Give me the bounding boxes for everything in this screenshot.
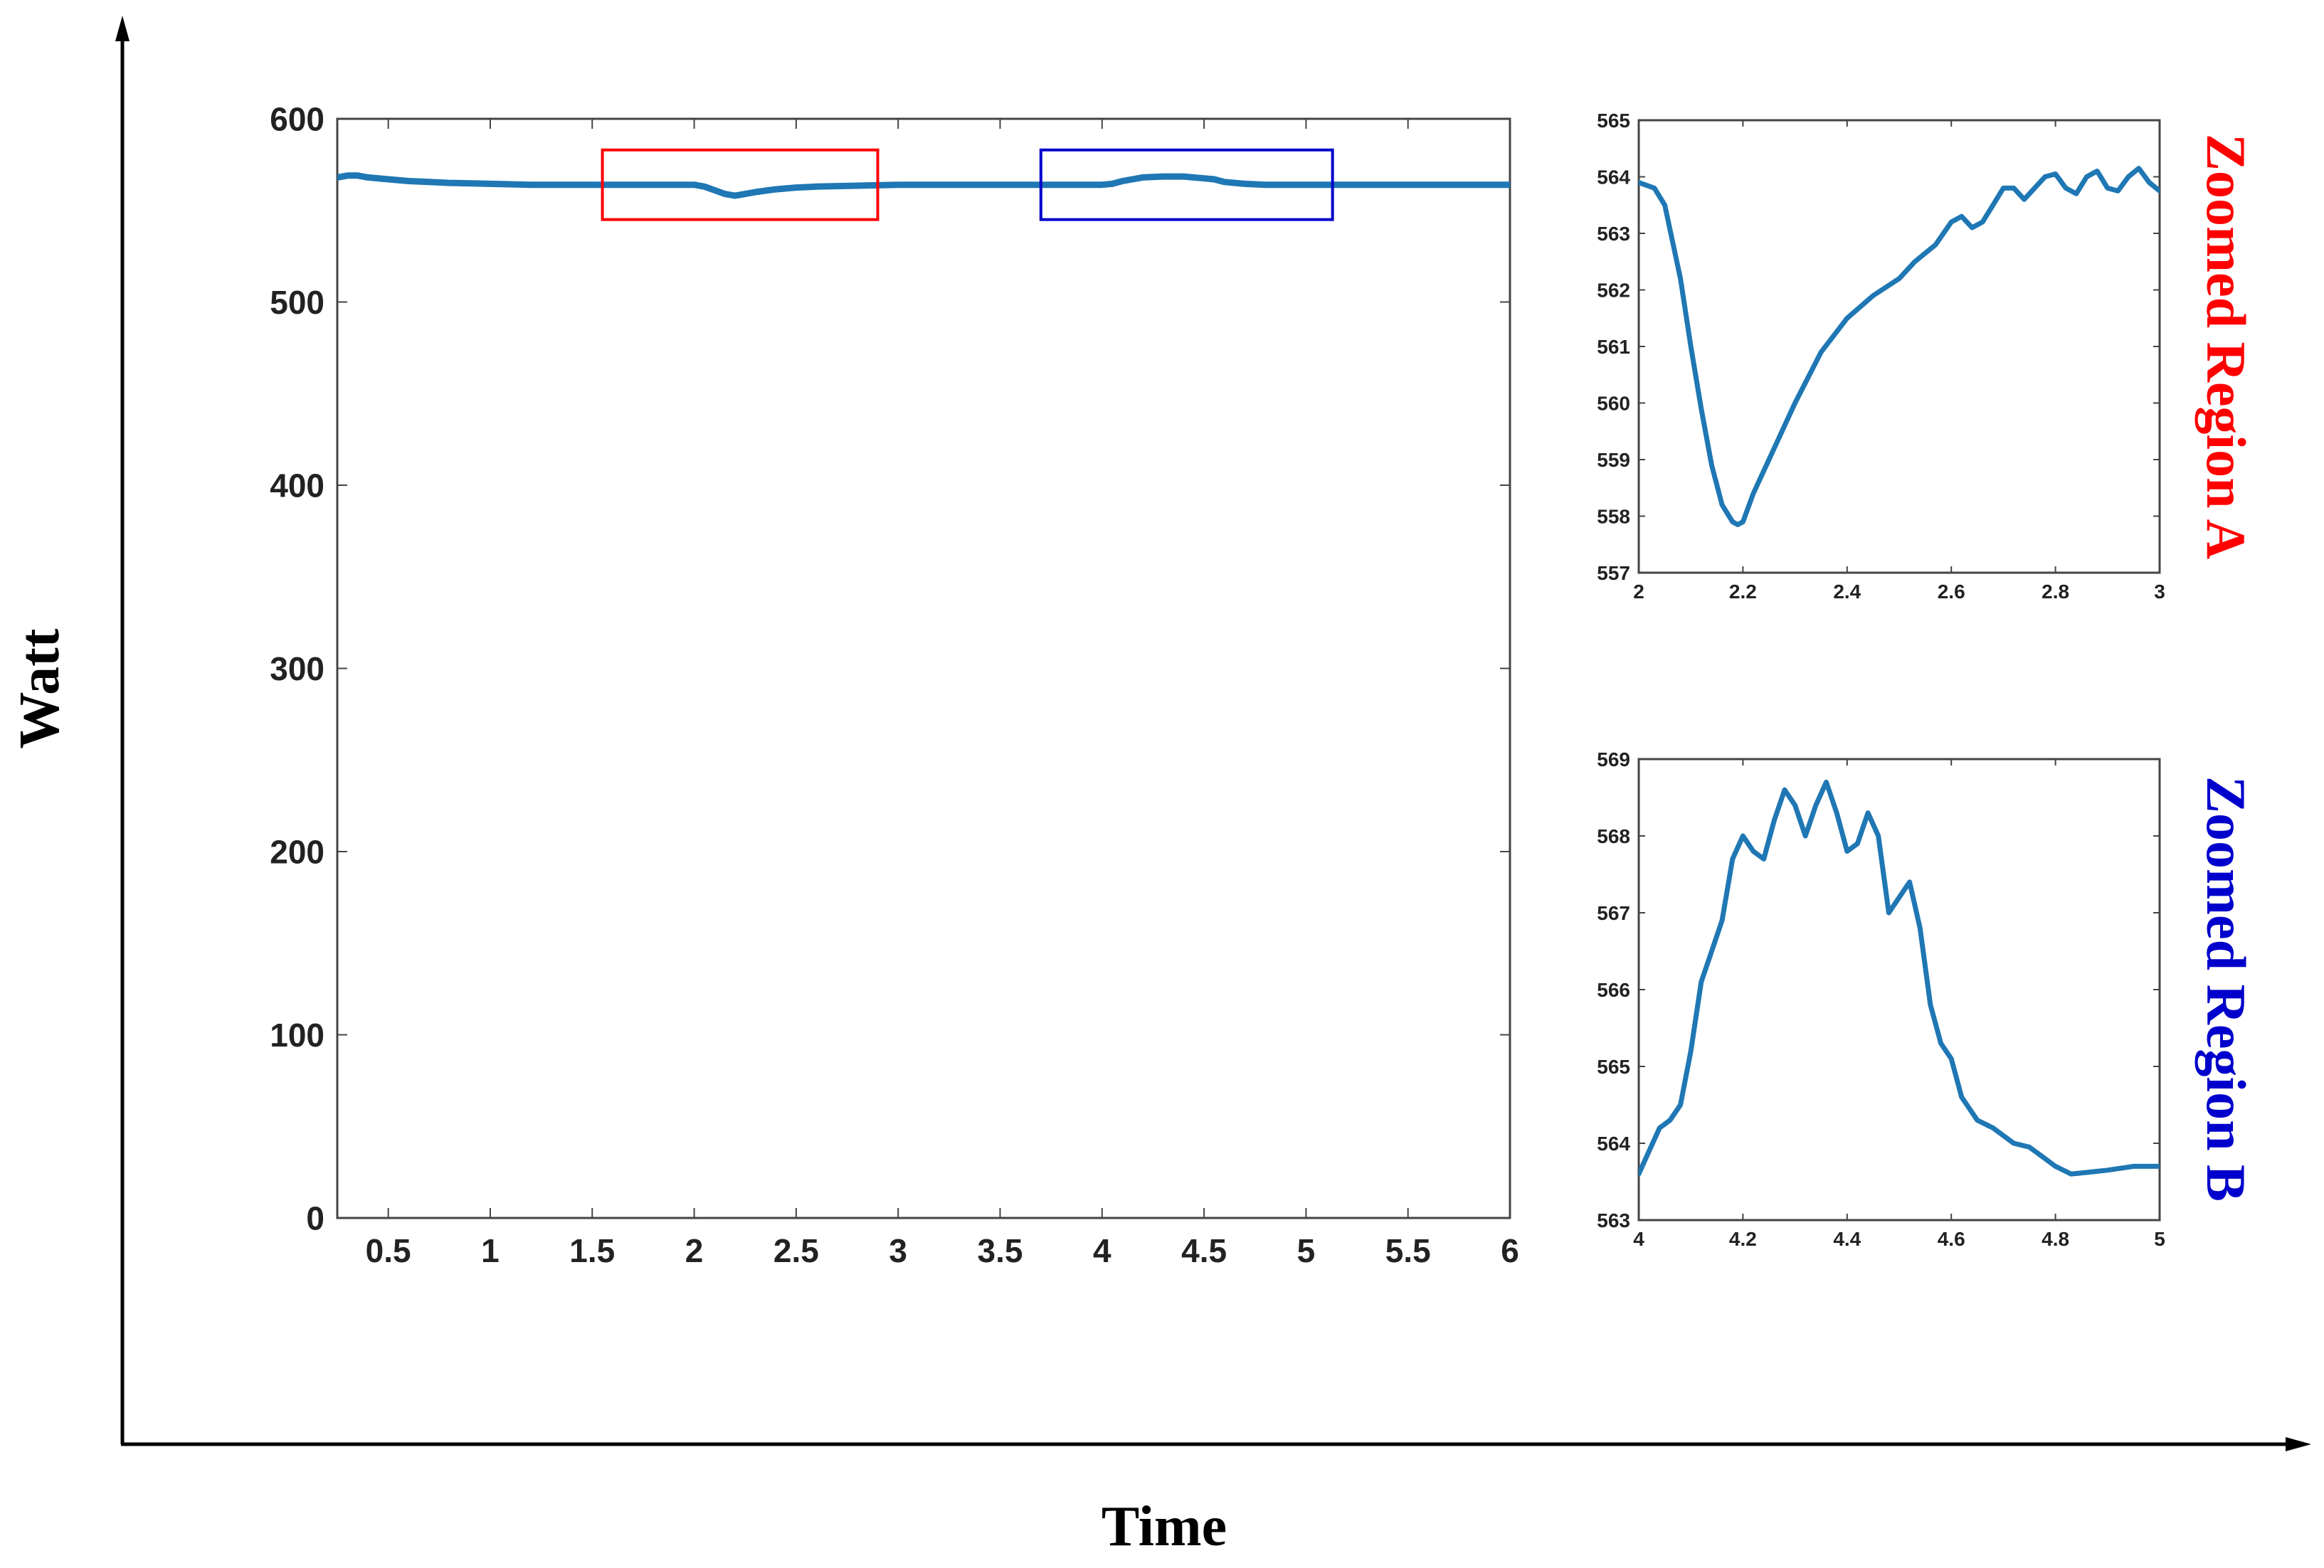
main-y-tick-label: 500 [270,284,324,321]
zoom-box-a [601,148,880,221]
zoom-a-y-ticks: 557 558 559 560 561 562 563 564 565 [1597,110,2160,584]
zoom-b-x-tick-label: 4.8 [2042,1228,2069,1250]
main-x-tick-label: 3.5 [978,1232,1023,1269]
main-x-tick-label: 4 [1093,1232,1111,1269]
main-plot: 0.5 1 1.5 2 2.5 3 3.5 4 4.5 5 5.5 6 0 100 200 300 400 50… [270,101,1519,1269]
main-x-tick-label: 3 [889,1232,907,1269]
main-y-tick-label: 100 [270,1017,324,1054]
zoom-b-x-tick-label: 4 [1633,1228,1644,1250]
zoom-b-title: Zoomed Region B [2195,776,2257,1202]
zoom-a-y-tick-label: 559 [1597,449,1630,471]
zoom-a-x-ticks: 2 2.2 2.4 2.6 2.8 3 [1633,120,2165,603]
zoom-b-frame [1637,758,2161,1222]
main-x-tick-label: 5 [1297,1232,1316,1269]
main-x-ticks: 0.5 1 1.5 2 2.5 3 3.5 4 4.5 5 5.5 6 [366,119,1519,1269]
main-x-tick-label: 0.5 [366,1232,411,1269]
main-y-tick-label: 400 [270,467,324,504]
main-series-line [337,172,1510,199]
main-y-ticks: 0 100 200 300 400 500 600 [270,101,1510,1237]
zoom-a-series-line [1639,166,2160,527]
zoom-b-x-tick-label: 4.2 [1729,1228,1757,1250]
zoom-a-y-tick-label: 557 [1597,562,1630,584]
zoom-a-x-tick-label: 2.2 [1729,581,1757,603]
zoom-a-y-tick-label: 560 [1597,393,1630,415]
outer-y-arrow [115,16,130,41]
zoom-box-b [1039,148,1334,221]
zoom-b-x-tick-label: 4.4 [1833,1228,1861,1250]
main-y-tick-label: 0 [306,1200,324,1237]
outer-axes [115,16,2311,1451]
outer-y-label: Watt [9,628,71,748]
zoom-b-x-tick-label: 5 [2154,1228,2165,1250]
zoom-a-x-tick-label: 2.8 [2042,581,2069,603]
zoom-b-x-tick-label: 4.6 [1938,1228,1965,1250]
main-y-tick-label: 600 [270,101,324,138]
main-x-tick-label: 2 [685,1232,704,1269]
zoom-b-y-tick-label: 567 [1597,902,1630,924]
main-x-tick-label: 6 [1501,1232,1519,1269]
zoom-b-x-ticks: 4 4.2 4.4 4.6 4.8 5 [1633,759,2165,1250]
zoom-a-x-tick-label: 2 [1633,581,1644,603]
main-x-tick-label: 4.5 [1181,1232,1227,1269]
zoom-a-y-tick-label: 565 [1597,110,1630,132]
zoom-b-y-tick-label: 568 [1597,825,1630,847]
zoom-b-y-tick-label: 564 [1597,1133,1630,1155]
zoom-b-y-tick-label: 565 [1597,1056,1630,1078]
outer-x-label: Time [1102,1495,1227,1558]
zoom-a-y-tick-label: 558 [1597,506,1630,528]
main-x-tick-label: 2.5 [773,1232,819,1269]
zoom-a-title: Zoomed Region A [2195,134,2257,559]
zoom-a-y-tick-label: 562 [1597,280,1630,302]
zoom-a-y-tick-label: 564 [1597,166,1630,189]
outer-x-arrow [2286,1437,2311,1451]
zoom-b-plot: 4 4.2 4.4 4.6 4.8 5 563 564 565 566 567 568 569 [1597,748,2165,1250]
zoom-b-y-tick-label: 569 [1597,748,1630,770]
zoom-a-y-tick-label: 561 [1597,336,1630,358]
zoom-b-y-ticks: 563 564 565 566 567 568 569 [1597,748,2160,1231]
zoom-b-series-line [1639,779,2160,1177]
main-x-tick-label: 1.5 [569,1232,615,1269]
main-x-tick-label: 1 [481,1232,500,1269]
zoom-a-y-tick-label: 563 [1597,223,1630,245]
zoom-a-x-tick-label: 3 [2154,581,2165,603]
zoom-a-x-tick-label: 2.4 [1833,581,1861,603]
zoom-a-x-tick-label: 2.6 [1938,581,1965,603]
main-y-tick-label: 300 [270,650,324,687]
zoom-b-y-tick-label: 563 [1597,1209,1630,1231]
zoom-b-y-tick-label: 566 [1597,979,1630,1001]
main-y-tick-label: 200 [270,834,324,871]
main-plot-frame [336,117,1511,1219]
zoom-a-plot: 2 2.2 2.4 2.6 2.8 3 5575585595605615625635645… [1597,110,2165,603]
main-x-tick-label: 5.5 [1385,1232,1431,1269]
